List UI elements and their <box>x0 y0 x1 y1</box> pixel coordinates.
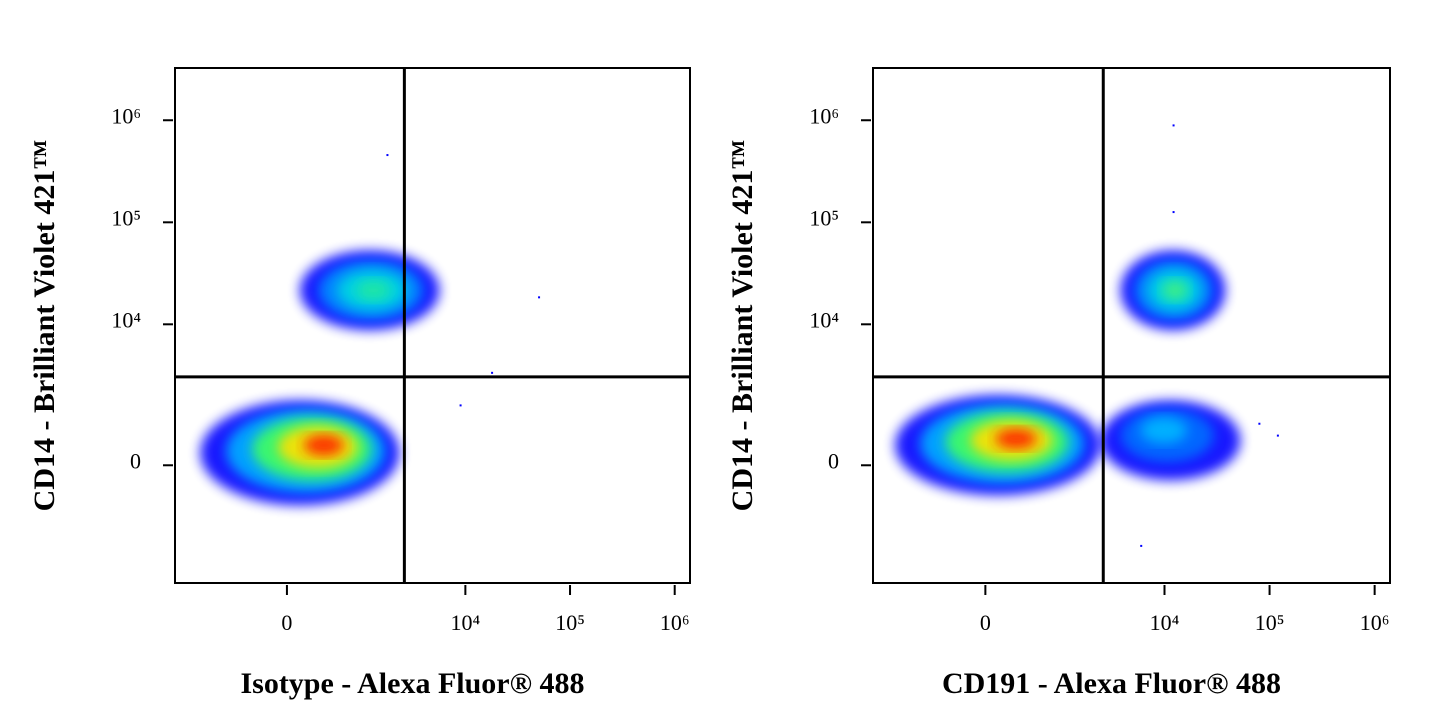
plot-frame <box>174 67 691 584</box>
y-tick-label: 10⁴ <box>809 307 839 332</box>
y-tick-label: 0 <box>828 448 839 473</box>
event-point <box>386 154 389 157</box>
x-tick-label: 10⁵ <box>1255 610 1285 635</box>
density-layer <box>1161 280 1189 301</box>
event-point <box>1258 422 1261 425</box>
density-layer <box>1140 416 1188 444</box>
event-point <box>459 404 462 407</box>
x-tick-label: 10⁴ <box>1150 610 1180 635</box>
y-tick-label: 10⁴ <box>111 307 141 332</box>
density-layer <box>995 428 1037 449</box>
y-tick-label: 10⁵ <box>809 205 839 230</box>
plot-panel <box>895 124 1279 547</box>
y-axis-title: CD14 - Brilliant Violet 421™ <box>726 140 759 512</box>
y-tick-label: 0 <box>130 448 141 473</box>
event-point <box>538 296 541 299</box>
density-layer <box>303 434 344 456</box>
y-tick-label: 10⁶ <box>809 103 839 128</box>
event-point <box>1172 211 1175 214</box>
x-tick-label: 10⁴ <box>451 610 481 635</box>
plot-panel <box>200 154 541 506</box>
event-point <box>1276 434 1279 437</box>
x-tick-label: 0 <box>980 610 991 635</box>
plot-frame <box>872 67 1391 584</box>
density-layer <box>355 280 391 301</box>
event-point <box>1140 544 1143 547</box>
y-tick-label: 10⁵ <box>111 205 141 230</box>
x-axis-title: Isotype - Alexa Fluor® 488 <box>240 667 584 700</box>
event-point <box>491 371 494 374</box>
x-tick-label: 10⁵ <box>555 610 585 635</box>
y-axis-title: CD14 - Brilliant Violet 421™ <box>28 140 61 512</box>
x-tick-label: 0 <box>281 610 292 635</box>
x-tick-label: 10⁶ <box>1360 610 1390 635</box>
x-tick-label: 10⁶ <box>660 610 690 635</box>
y-tick-label: 10⁶ <box>111 103 141 128</box>
x-axis-title: CD191 - Alexa Fluor® 488 <box>942 667 1281 700</box>
event-point <box>1172 124 1175 127</box>
